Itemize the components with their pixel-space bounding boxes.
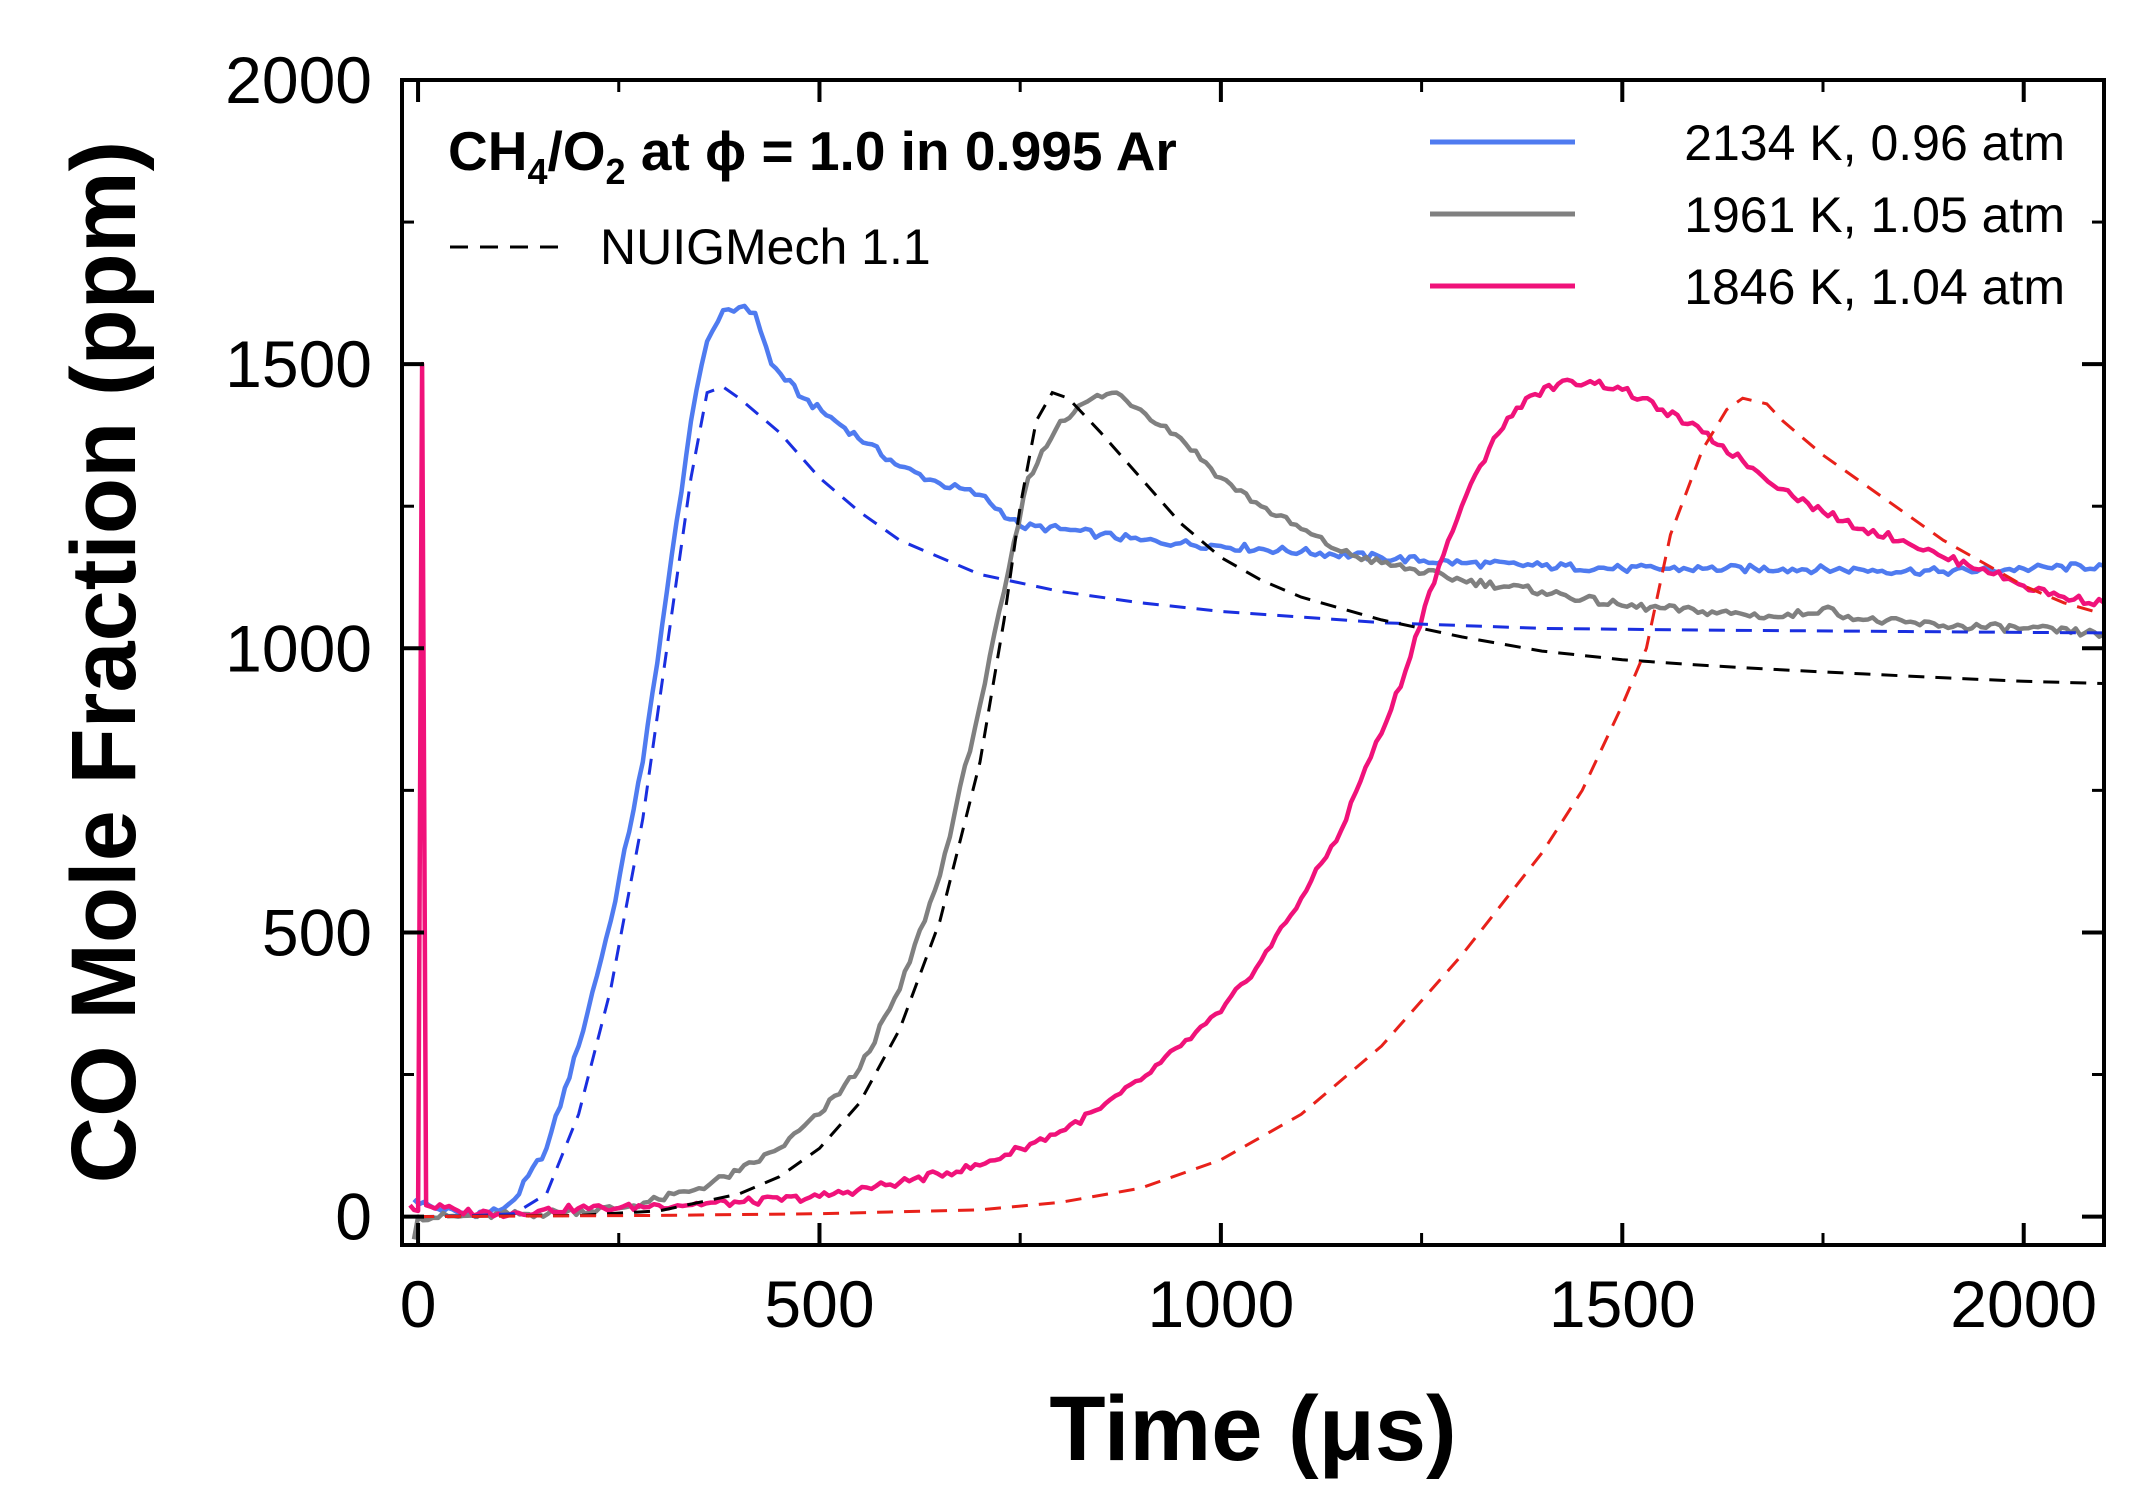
x-tick-label: 2000: [1950, 1267, 2097, 1341]
plot-frame: [400, 78, 2106, 1247]
y-tick-label: 1500: [225, 327, 372, 401]
model-legend-label: NUIGMech 1.1: [600, 219, 931, 275]
condition-suffix: at ϕ = 1.0 in 0.995 Ar: [626, 120, 1177, 182]
plot-lines: [408, 303, 2106, 1240]
condition-label: CH4/O2 at ϕ = 1.0 in 0.995 Ar: [448, 120, 1177, 192]
x-axis-title: Time (μs): [1049, 1378, 1456, 1480]
series-line-1: [412, 303, 2105, 1220]
y-tick-label: 500: [262, 895, 372, 969]
x-tick-label: 0: [400, 1267, 437, 1341]
x-tick-label: 1500: [1549, 1267, 1696, 1341]
legend-label-3: 1846 K, 1.04 atm: [1684, 259, 2065, 315]
condition-mid: /O: [547, 120, 605, 182]
y-tick-label: 2000: [225, 43, 372, 117]
condition-prefix: CH: [448, 120, 527, 182]
legend-label-1: 2134 K, 0.96 atm: [1684, 115, 2065, 171]
y-axis-title: CO Mole Fraction (ppm): [53, 141, 155, 1184]
axis-ticks: 0 500 1000 1500 2000 0 500 1000 1500 2000: [225, 43, 2104, 1341]
series-line-2: [411, 390, 2106, 1240]
condition-sub2: 2: [606, 151, 626, 192]
y-tick-label: 0: [335, 1180, 372, 1254]
x-tick-label: 500: [764, 1267, 874, 1341]
condition-sub1: 4: [527, 151, 547, 192]
legend: 2134 K, 0.96 atm 1961 K, 1.05 atm 1846 K, …: [1430, 115, 2065, 315]
model-line-3: [418, 396, 2105, 1219]
model-line-2: [418, 390, 2105, 1219]
y-tick-label: 1000: [225, 611, 372, 685]
legend-label-2: 1961 K, 1.05 atm: [1684, 187, 2065, 243]
x-tick-label: 1000: [1147, 1267, 1294, 1341]
